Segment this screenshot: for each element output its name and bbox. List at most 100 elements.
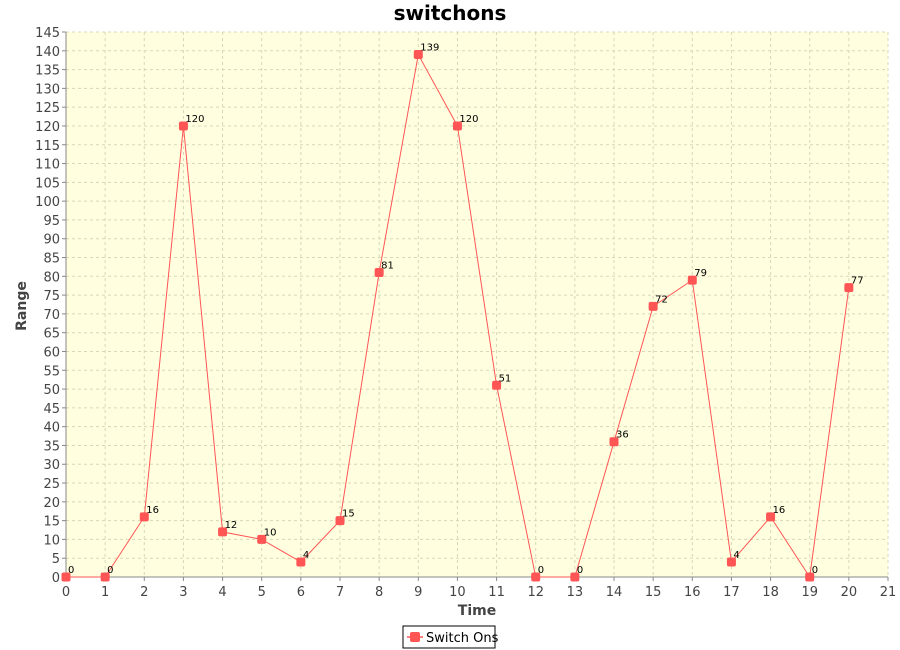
legend-entry-switch-ons: Switch Ons xyxy=(426,631,499,646)
x-tick-label: 18 xyxy=(762,585,779,600)
y-tick-label: 100 xyxy=(35,195,60,210)
x-tick-label: 2 xyxy=(140,585,148,600)
data-point xyxy=(609,437,619,447)
data-label: 16 xyxy=(773,505,786,516)
data-point xyxy=(452,121,462,131)
y-tick-label: 120 xyxy=(35,120,60,135)
data-label: 36 xyxy=(616,430,629,441)
data-point xyxy=(257,534,267,544)
x-tick-label: 7 xyxy=(336,585,344,600)
data-point xyxy=(492,380,502,390)
plot-area xyxy=(66,32,888,577)
y-tick-label: 110 xyxy=(35,158,60,173)
x-tick-label: 20 xyxy=(841,585,858,600)
data-label: 10 xyxy=(264,527,277,538)
legend-box xyxy=(402,625,496,649)
data-label: 15 xyxy=(342,509,355,520)
y-tick-label: 55 xyxy=(43,364,60,379)
y-tick-label: 10 xyxy=(43,533,60,548)
data-label: 16 xyxy=(146,505,159,516)
data-label: 0 xyxy=(68,565,74,576)
data-point xyxy=(805,572,815,582)
data-point xyxy=(687,275,697,285)
x-tick-label: 14 xyxy=(606,585,623,600)
series-switch-ons xyxy=(61,50,854,582)
data-point xyxy=(100,572,110,582)
y-tick-label: 115 xyxy=(35,139,60,154)
data-label: 81 xyxy=(381,261,394,272)
data-point xyxy=(218,527,228,537)
y-tick-label: 95 xyxy=(43,214,60,229)
y-tick-label: 60 xyxy=(43,345,60,360)
data-point xyxy=(296,557,306,567)
data-point xyxy=(570,572,580,582)
data-point xyxy=(178,121,188,131)
y-tick-label: 30 xyxy=(43,458,60,473)
data-label: 0 xyxy=(538,565,544,576)
data-point xyxy=(335,516,345,526)
data-point xyxy=(374,268,384,278)
x-tick-label: 1 xyxy=(101,585,109,600)
y-tick-label: 105 xyxy=(35,176,60,191)
data-label: 12 xyxy=(225,520,238,531)
y-tick-label: 25 xyxy=(43,477,60,492)
data-label: 139 xyxy=(420,43,439,54)
x-tick-label: 17 xyxy=(723,585,740,600)
y-tick-label: 135 xyxy=(35,64,60,79)
data-point xyxy=(61,572,71,582)
data-point xyxy=(726,557,736,567)
y-tick-label: 0 xyxy=(52,571,60,586)
legend-marker xyxy=(410,632,420,642)
x-tick-label: 15 xyxy=(645,585,662,600)
y-tick-label: 45 xyxy=(43,402,60,417)
data-label: 4 xyxy=(303,550,309,561)
data-label: 120 xyxy=(185,114,204,125)
y-tick-label: 40 xyxy=(43,421,60,436)
x-tick-label: 6 xyxy=(297,585,305,600)
y-axis-label: Range xyxy=(14,281,30,331)
chart-title: switchons xyxy=(394,1,507,25)
y-tick-label: 140 xyxy=(35,45,60,60)
data-label: 120 xyxy=(459,114,478,125)
y-tick-label: 75 xyxy=(43,289,60,304)
y-tick-label: 5 xyxy=(52,552,60,567)
y-tick-label: 35 xyxy=(43,439,60,454)
y-tick-label: 130 xyxy=(35,82,60,97)
x-tick-label: 5 xyxy=(258,585,266,600)
x-tick-label: 13 xyxy=(567,585,584,600)
data-point xyxy=(766,512,776,522)
y-axis-ticks: 0 5 10 15 20 25 30 35 40 45 50 55 60 65 70 75 80 85 90 95 10… xyxy=(35,26,66,586)
y-tick-label: 145 xyxy=(35,26,60,41)
data-label: 0 xyxy=(812,565,818,576)
data-point xyxy=(139,512,149,522)
data-point xyxy=(531,572,541,582)
x-tick-label: 9 xyxy=(414,585,422,600)
x-tick-label: 0 xyxy=(62,585,70,600)
y-tick-label: 15 xyxy=(43,515,60,530)
data-label: 77 xyxy=(851,276,864,287)
legend: Switch Ons xyxy=(402,625,499,649)
y-tick-label: 90 xyxy=(43,233,60,248)
data-point xyxy=(413,50,423,60)
y-tick-label: 85 xyxy=(43,252,60,267)
x-tick-label: 21 xyxy=(880,585,897,600)
x-tick-label: 12 xyxy=(527,585,544,600)
y-tick-label: 65 xyxy=(43,327,60,342)
y-tick-label: 80 xyxy=(43,270,60,285)
data-point xyxy=(648,301,658,311)
x-tick-label: 8 xyxy=(375,585,383,600)
y-tick-label: 70 xyxy=(43,308,60,323)
y-tick-label: 125 xyxy=(35,101,60,116)
y-tick-label: 50 xyxy=(43,383,60,398)
data-labels: 0 0 16 120 12 10 4 15 81 139 120 51 0 0 36 72 79 4 16 0 77 xyxy=(68,43,864,576)
x-tick-label: 19 xyxy=(801,585,818,600)
data-label: 51 xyxy=(499,373,512,384)
x-axis-ticks: 0 1 2 3 4 5 6 7 8 9 10 11 12 13 14 15 16 17 18 19 20 21 xyxy=(62,577,896,600)
x-tick-label: 16 xyxy=(684,585,701,600)
x-axis-label: Time xyxy=(458,603,496,619)
y-tick-label: 20 xyxy=(43,496,60,511)
x-tick-label: 4 xyxy=(218,585,226,600)
data-point xyxy=(844,283,854,293)
data-label: 4 xyxy=(733,550,739,561)
